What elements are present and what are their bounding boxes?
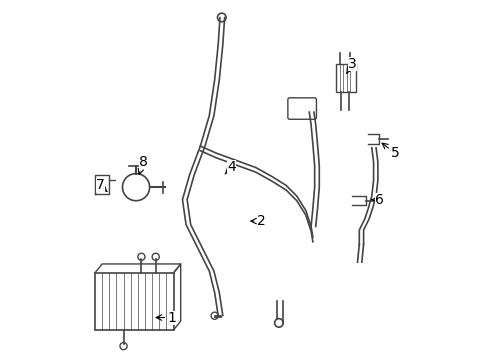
FancyBboxPatch shape [95, 273, 173, 330]
Text: 1: 1 [156, 311, 176, 324]
Text: 7: 7 [96, 178, 107, 192]
FancyBboxPatch shape [288, 98, 317, 119]
Circle shape [120, 342, 127, 350]
Circle shape [152, 253, 159, 260]
Text: 5: 5 [382, 143, 399, 160]
Text: 3: 3 [347, 57, 357, 73]
Text: 8: 8 [138, 155, 147, 174]
Text: 2: 2 [251, 214, 266, 228]
Circle shape [275, 319, 283, 327]
FancyBboxPatch shape [336, 64, 356, 93]
Circle shape [218, 13, 226, 22]
Text: 6: 6 [371, 193, 383, 207]
Circle shape [211, 312, 218, 319]
Circle shape [138, 253, 145, 260]
Circle shape [122, 174, 149, 201]
Text: 4: 4 [225, 161, 236, 175]
